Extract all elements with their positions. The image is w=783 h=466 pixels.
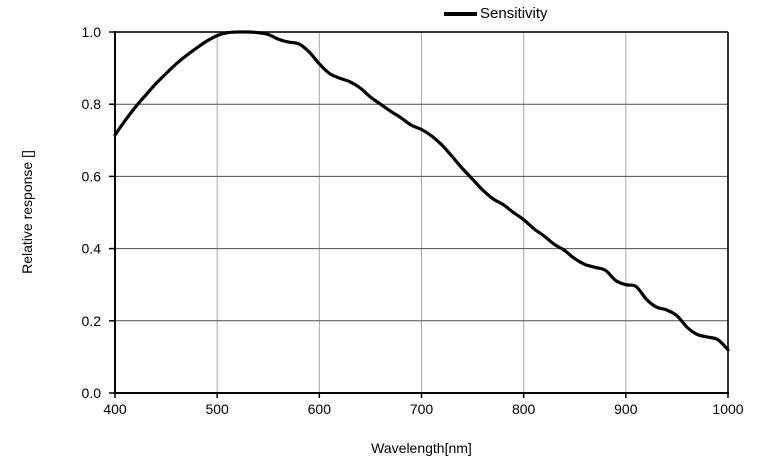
x-axis-title: Wavelength[nm] — [371, 440, 472, 456]
x-tick-label: 400 — [103, 401, 127, 417]
x-tick-label: 800 — [512, 401, 536, 417]
legend: Sensitivity — [444, 5, 548, 23]
y-axis-title: Relative response [] — [19, 150, 35, 274]
x-tick-label: 600 — [308, 401, 332, 417]
x-tick-label: 1000 — [712, 401, 743, 417]
y-tick-label: 0.4 — [82, 241, 102, 257]
y-tick-label: 0.2 — [82, 313, 102, 329]
x-tick-label: 700 — [410, 401, 434, 417]
legend-line-swatch — [444, 12, 477, 17]
legend-series-label: Sensitivity — [480, 5, 548, 22]
y-tick-label: 0.8 — [82, 96, 102, 112]
sensitivity-curve — [113, 30, 730, 352]
x-tick-label: 900 — [614, 401, 638, 417]
x-tick-label: 500 — [205, 401, 229, 417]
y-tick-label: 0.0 — [82, 385, 102, 401]
y-tick-label: 0.6 — [82, 168, 102, 184]
y-tick-label: 1.0 — [82, 24, 102, 40]
